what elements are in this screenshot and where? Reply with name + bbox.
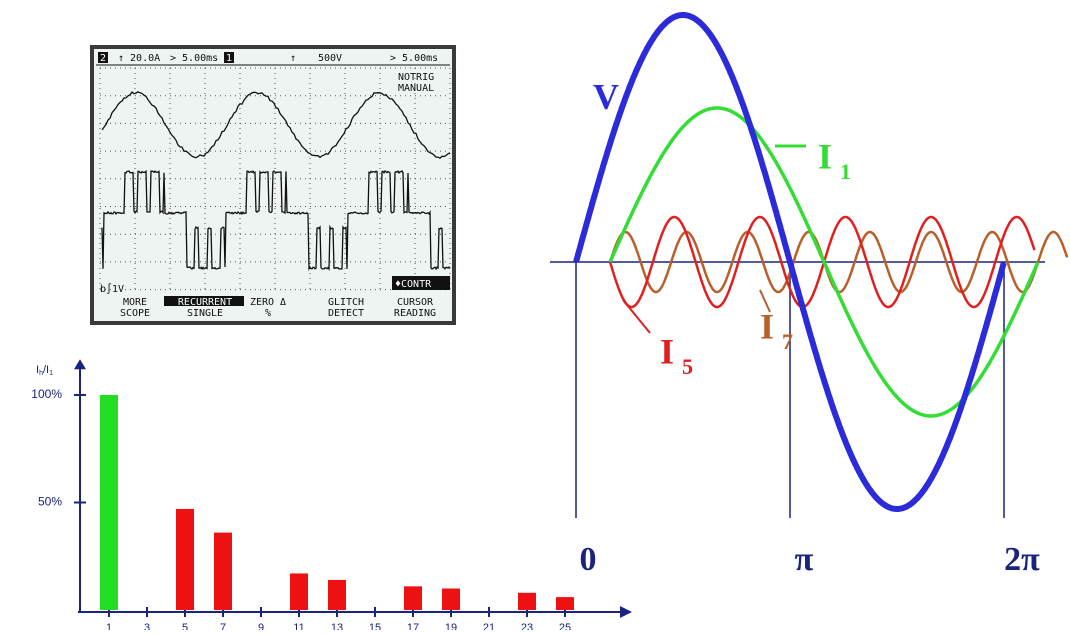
scope-status: MANUAL: [398, 83, 434, 94]
x-tick-label: 21: [483, 622, 495, 630]
x-tick-label: 7: [220, 622, 226, 630]
bar: [328, 580, 346, 610]
wave-label: I: [760, 306, 774, 346]
menu-bottom: SCOPE: [120, 308, 150, 319]
contrast-label: ♦CONTR: [395, 279, 432, 290]
y-tick-label: 50%: [38, 495, 62, 509]
phase-label: 2π: [1004, 541, 1040, 578]
x-tick-label: 3: [144, 622, 150, 630]
scope-header: ↑ 20.0A: [118, 53, 160, 64]
bar: [214, 533, 232, 610]
scope-header: 2: [100, 53, 106, 64]
x-tick-label: 9: [258, 622, 264, 630]
scope-header: ↑: [290, 53, 296, 64]
phase-label: π: [795, 541, 814, 578]
x-tick-label: 13: [331, 622, 343, 630]
x-tick-label: 25: [559, 622, 571, 630]
x-tick-label: 19: [445, 622, 457, 630]
bar: [404, 586, 422, 610]
bar: [290, 573, 308, 610]
menu-bottom: DETECT: [328, 308, 364, 319]
x-tick-label: 15: [369, 622, 381, 630]
y-axis-title: Ih/I1: [36, 364, 53, 377]
scope-header: 500V: [318, 53, 342, 64]
y-arrow: [74, 359, 86, 369]
menu-top: CURSOR: [397, 297, 434, 308]
x-arrow: [620, 606, 632, 618]
bar: [176, 509, 194, 610]
scope-header: > 5.00ms: [390, 53, 438, 64]
bar: [100, 395, 118, 610]
page: 2 ↑ 20.0A > 5.00ms 1 ↑ 500V > 5.00ms NOTRIGMANU…: [0, 0, 1070, 630]
phase-label: 0: [580, 541, 597, 578]
menu-bottom: %: [265, 308, 271, 319]
y-axis-title-part: 1: [49, 370, 53, 377]
bar: [518, 593, 536, 610]
x-tick-label: 23: [521, 622, 533, 630]
scope-status: NOTRIG: [398, 72, 434, 83]
oscilloscope: 2 ↑ 20.0A > 5.00ms 1 ↑ 500V > 5.00ms NOTRIGMANU…: [90, 45, 456, 325]
x-tick-label: 17: [407, 622, 419, 630]
menu-bottom: SINGLE: [187, 308, 223, 319]
menu-top: ZERO Δ: [250, 297, 286, 308]
wave-label: V: [593, 76, 619, 116]
y-tick-label: 100%: [31, 387, 62, 401]
wave-label: I: [818, 136, 832, 176]
bar: [556, 597, 574, 610]
wave-label-sub: 5: [682, 354, 693, 379]
scope-header: > 5.00ms: [170, 53, 218, 64]
probe-label: b∫1V: [100, 283, 124, 295]
menu-top: RECURRENT: [178, 297, 232, 308]
menu-bottom: READING: [394, 308, 436, 319]
x-tick-label: 5: [182, 622, 188, 630]
wave-label: I: [660, 331, 674, 371]
x-tick-label: 1: [106, 622, 112, 630]
bar: [442, 589, 460, 611]
x-tick-label: 11: [293, 622, 304, 630]
wave-label-sub: 7: [782, 329, 793, 354]
menu-top: GLITCH: [328, 297, 364, 308]
wave-label-sub: 1: [840, 159, 851, 184]
menu-top: MORE: [123, 297, 147, 308]
scope-header: 1: [226, 53, 232, 64]
